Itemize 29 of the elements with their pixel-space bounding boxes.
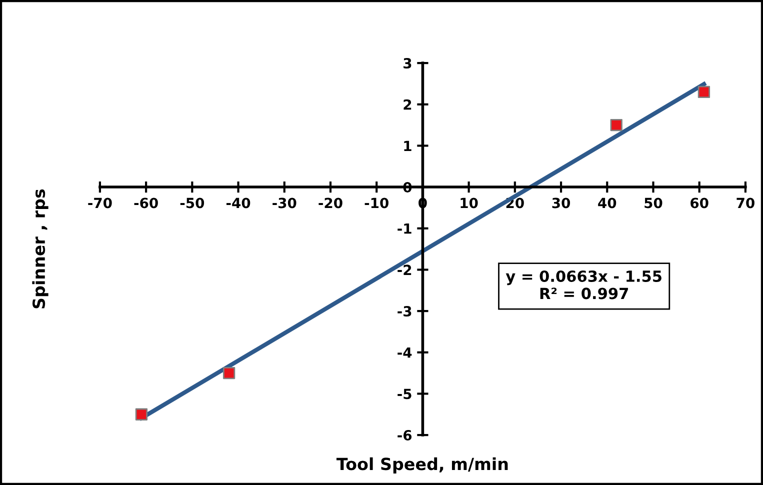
- y-tick-label: -2: [398, 264, 412, 275]
- x-tick-label: -60: [134, 198, 158, 208]
- x-tick-label: -10: [364, 198, 388, 208]
- x-tick-label: 30: [552, 198, 570, 208]
- y-tick-label: 3: [404, 58, 412, 69]
- point: [135, 408, 148, 420]
- point: [222, 366, 236, 380]
- x-tick-label: -70: [88, 198, 112, 208]
- x-tick-label: -40: [226, 198, 250, 208]
- y-axis-title: Spinner , rps: [32, 189, 48, 308]
- x-axis-title: Tool Speed, m/min: [336, 457, 508, 474]
- x-tick-label: -50: [180, 198, 204, 208]
- x-tick-label: 70: [736, 198, 754, 208]
- y-tick-label: 2: [404, 99, 412, 110]
- y-tick-label: -3: [398, 306, 412, 317]
- y-tick-label: -5: [398, 388, 412, 400]
- x-tick-label: -30: [272, 198, 296, 208]
- x-tick-label: -20: [318, 198, 342, 208]
- x-tick-label: 10: [460, 198, 478, 208]
- point: [698, 86, 710, 98]
- y-tick-label: -4: [398, 348, 412, 358]
- y-tick-label: 1: [404, 140, 412, 151]
- annotation: y = 0.0663x - 1.55 R² = 0.997: [506, 270, 662, 300]
- x-tick-label: 60: [690, 198, 708, 208]
- x-tick-label: 40: [598, 198, 616, 208]
- y-tick-label: -6: [398, 430, 412, 441]
- x-tick-label: 50: [644, 198, 662, 208]
- y-tick-label: -1: [398, 224, 412, 234]
- point: [610, 118, 622, 132]
